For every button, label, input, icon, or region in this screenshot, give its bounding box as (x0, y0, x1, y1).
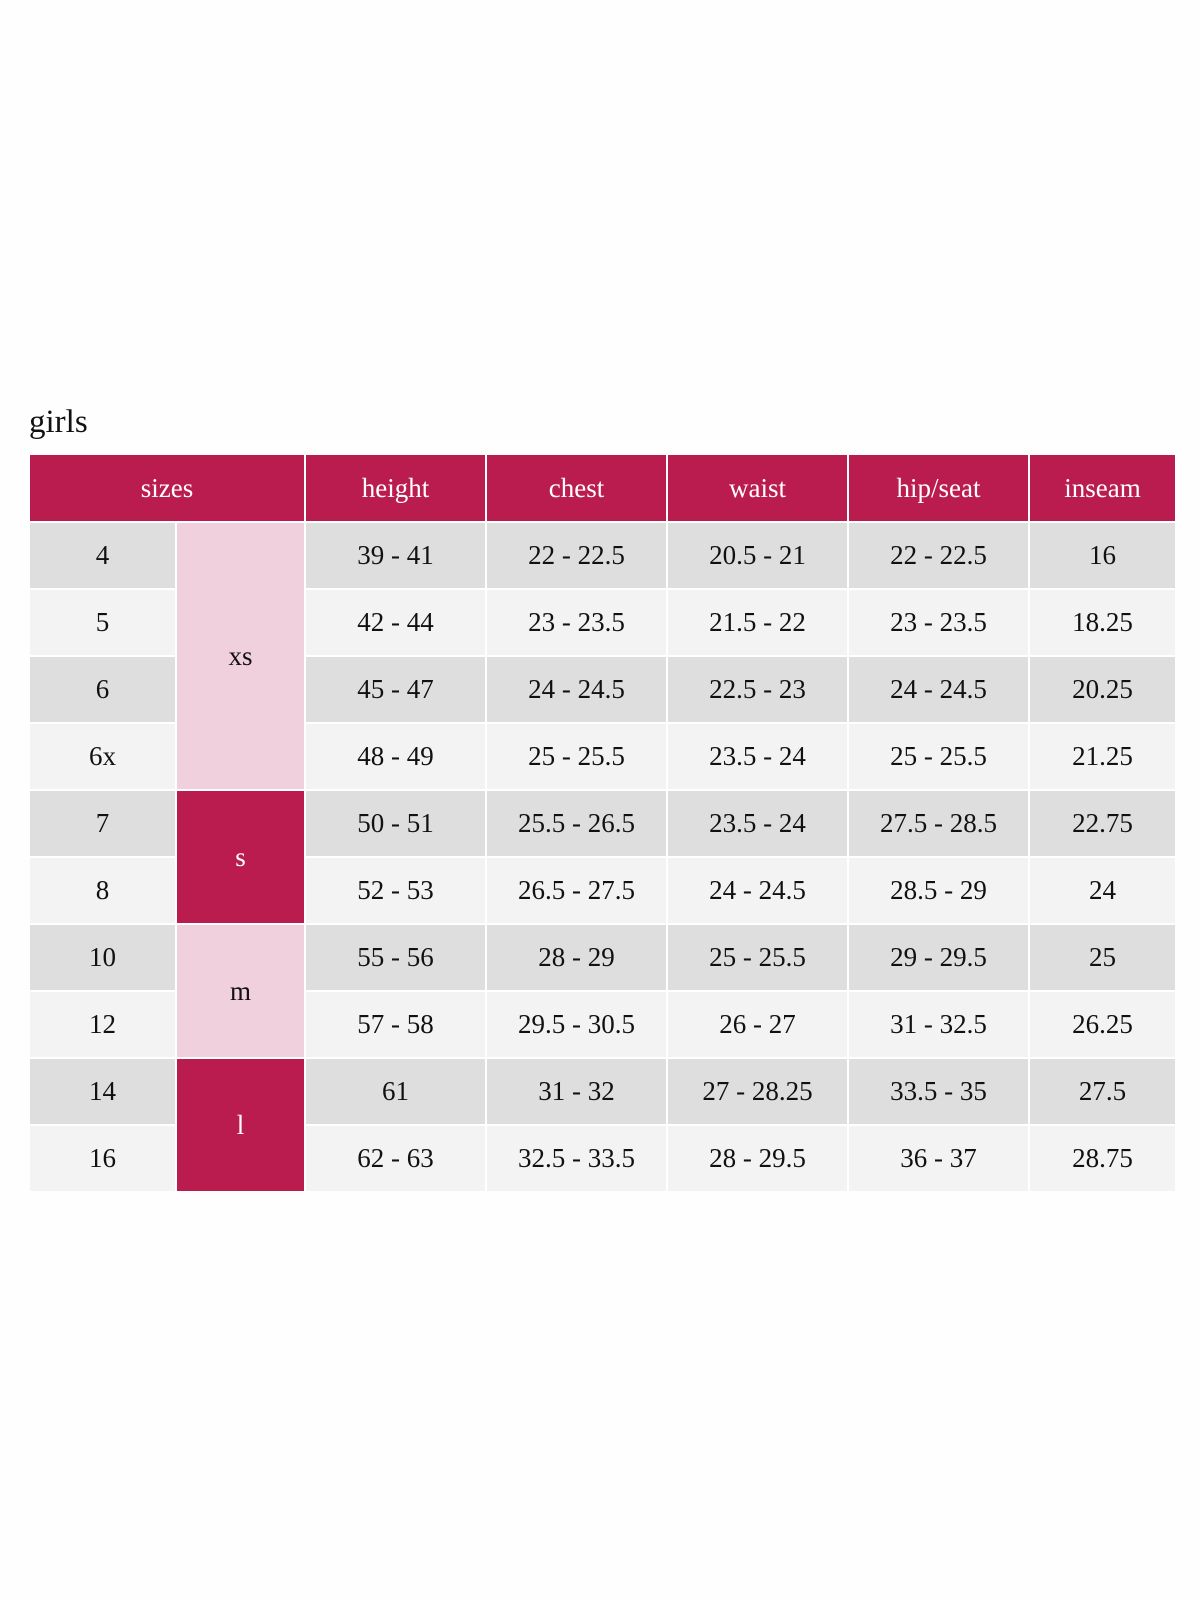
measurement-cell: 61 (306, 1059, 485, 1124)
size-chart-table: sizes height chest waist hip/seat inseam xs s m l… (30, 455, 1175, 1191)
size-cell: 4 (30, 523, 175, 588)
measurement-cell: 26 - 27 (668, 992, 847, 1057)
header-height: height (306, 455, 485, 521)
measurement-cell: 36 - 37 (849, 1126, 1028, 1191)
measurement-cell: 22 - 22.5 (849, 523, 1028, 588)
size-group-xs: xs (177, 523, 304, 789)
measurement-cell: 27 - 28.25 (668, 1059, 847, 1124)
measurement-cell: 21.25 (1030, 724, 1175, 789)
measurement-cell: 23.5 - 24 (668, 724, 847, 789)
measurement-cell: 24 - 24.5 (849, 657, 1028, 722)
measurement-cell: 33.5 - 35 (849, 1059, 1028, 1124)
measurement-cell: 20.5 - 21 (668, 523, 847, 588)
measurement-cell: 29.5 - 30.5 (487, 992, 666, 1057)
measurement-cell: 21.5 - 22 (668, 590, 847, 655)
measurement-cell: 18.25 (1030, 590, 1175, 655)
measurement-cell: 28.75 (1030, 1126, 1175, 1191)
size-group-m: m (177, 925, 304, 1057)
measurement-cell: 28 - 29.5 (668, 1126, 847, 1191)
measurement-cell: 24 (1030, 858, 1175, 923)
size-cell: 5 (30, 590, 175, 655)
measurement-cell: 62 - 63 (306, 1126, 485, 1191)
measurement-cell: 27.5 - 28.5 (849, 791, 1028, 856)
measurement-cell: 52 - 53 (306, 858, 485, 923)
measurement-cell: 16 (1030, 523, 1175, 588)
measurement-cell: 26.25 (1030, 992, 1175, 1057)
size-group-s: s (177, 791, 304, 923)
measurement-cell: 23 - 23.5 (849, 590, 1028, 655)
chart-title: girls (29, 404, 88, 440)
measurement-cell: 23 - 23.5 (487, 590, 666, 655)
size-group-l: l (177, 1059, 304, 1191)
measurement-cell: 28.5 - 29 (849, 858, 1028, 923)
size-cell: 10 (30, 925, 175, 990)
measurement-cell: 39 - 41 (306, 523, 485, 588)
measurement-cell: 31 - 32 (487, 1059, 666, 1124)
measurement-cell: 24 - 24.5 (668, 858, 847, 923)
measurement-cell: 25 - 25.5 (849, 724, 1028, 789)
measurement-cell: 25 - 25.5 (668, 925, 847, 990)
size-cell: 7 (30, 791, 175, 856)
measurement-cell: 31 - 32.5 (849, 992, 1028, 1057)
measurement-cell: 22.5 - 23 (668, 657, 847, 722)
header-inseam: inseam (1030, 455, 1175, 521)
measurement-cell: 45 - 47 (306, 657, 485, 722)
measurement-cell: 24 - 24.5 (487, 657, 666, 722)
measurement-cell: 29 - 29.5 (849, 925, 1028, 990)
measurement-cell: 42 - 44 (306, 590, 485, 655)
measurement-cell: 50 - 51 (306, 791, 485, 856)
measurement-cell: 25 - 25.5 (487, 724, 666, 789)
size-cell: 8 (30, 858, 175, 923)
size-cell: 12 (30, 992, 175, 1057)
measurement-cell: 26.5 - 27.5 (487, 858, 666, 923)
header-chest: chest (487, 455, 666, 521)
measurement-cell: 23.5 - 24 (668, 791, 847, 856)
size-cell: 16 (30, 1126, 175, 1191)
measurement-cell: 25 (1030, 925, 1175, 990)
header-hip-seat: hip/seat (849, 455, 1028, 521)
header-sizes: sizes (30, 455, 304, 521)
measurement-cell: 22 - 22.5 (487, 523, 666, 588)
measurement-cell: 20.25 (1030, 657, 1175, 722)
measurement-cell: 27.5 (1030, 1059, 1175, 1124)
measurement-cell: 28 - 29 (487, 925, 666, 990)
measurement-cell: 48 - 49 (306, 724, 485, 789)
size-cell: 14 (30, 1059, 175, 1124)
size-cell: 6x (30, 724, 175, 789)
measurement-cell: 55 - 56 (306, 925, 485, 990)
measurement-cell: 57 - 58 (306, 992, 485, 1057)
measurement-cell: 22.75 (1030, 791, 1175, 856)
size-cell: 6 (30, 657, 175, 722)
measurement-cell: 25.5 - 26.5 (487, 791, 666, 856)
header-waist: waist (668, 455, 847, 521)
measurement-cell: 32.5 - 33.5 (487, 1126, 666, 1191)
